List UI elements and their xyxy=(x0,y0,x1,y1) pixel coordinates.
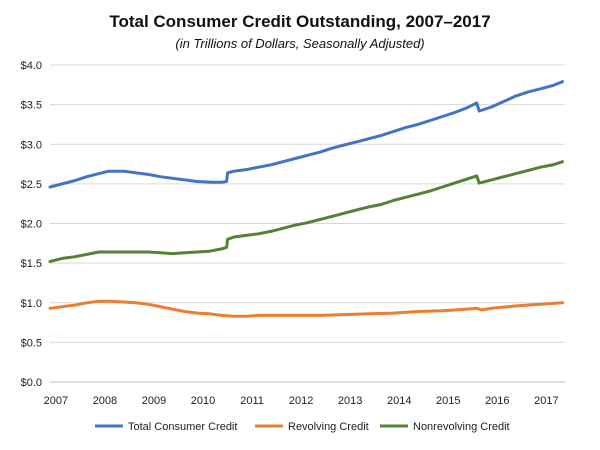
y-tick-label: $2.5 xyxy=(21,179,42,191)
y-tick-label: $1.0 xyxy=(21,298,42,310)
legend: Total Consumer Credit Revolving Credit Non… xyxy=(95,421,510,433)
x-tick-label: 2007 xyxy=(44,395,68,407)
x-tick-label: 2014 xyxy=(387,395,411,407)
x-tick-label: 2016 xyxy=(485,395,509,407)
x-tick-label: 2010 xyxy=(191,395,215,407)
series-line-revolving-credit xyxy=(48,299,564,318)
y-tick-label: $1.5 xyxy=(21,258,42,270)
series-line-total-consumer-credit xyxy=(48,80,564,189)
x-axis-ticks: 2007 2008 2009 2010 2011 2012 2013 2014 2015 2016… xyxy=(44,395,559,407)
legend-item: Revolving Credit xyxy=(255,421,369,433)
legend-item: Total Consumer Credit xyxy=(95,421,237,433)
chart-subtitle: (in Trillions of Dollars, Seasonally Adj… xyxy=(175,36,424,51)
legend-item: Nonrevolving Credit xyxy=(380,421,510,433)
series-line-nonrevolving-credit xyxy=(48,160,564,263)
y-tick-label: $3.0 xyxy=(21,139,42,151)
y-tick-label: $0.0 xyxy=(21,377,42,389)
y-tick-label: $3.5 xyxy=(21,100,42,112)
x-tick-label: 2013 xyxy=(338,395,362,407)
y-tick-label: $4.0 xyxy=(21,60,42,72)
chart-title: Total Consumer Credit Outstanding, 2007–… xyxy=(109,12,490,31)
x-tick-label: 2008 xyxy=(93,395,117,407)
legend-label: Total Consumer Credit xyxy=(128,421,237,433)
x-tick-label: 2011 xyxy=(240,395,264,407)
y-tick-label: $2.0 xyxy=(21,219,42,231)
x-tick-label: 2017 xyxy=(534,395,558,407)
legend-label: Nonrevolving Credit xyxy=(413,421,510,433)
x-tick-label: 2015 xyxy=(436,395,460,407)
series-lines xyxy=(48,80,564,318)
x-tick-label: 2009 xyxy=(142,395,166,407)
x-tick-label: 2012 xyxy=(289,395,313,407)
y-tick-label: $0.5 xyxy=(21,337,42,349)
y-axis-ticks: $0.0 $0.5 $1.0 $1.5 $2.0 $2.5 $3.0 $3.5 $4.0 xyxy=(21,60,42,389)
legend-label: Revolving Credit xyxy=(288,421,369,433)
